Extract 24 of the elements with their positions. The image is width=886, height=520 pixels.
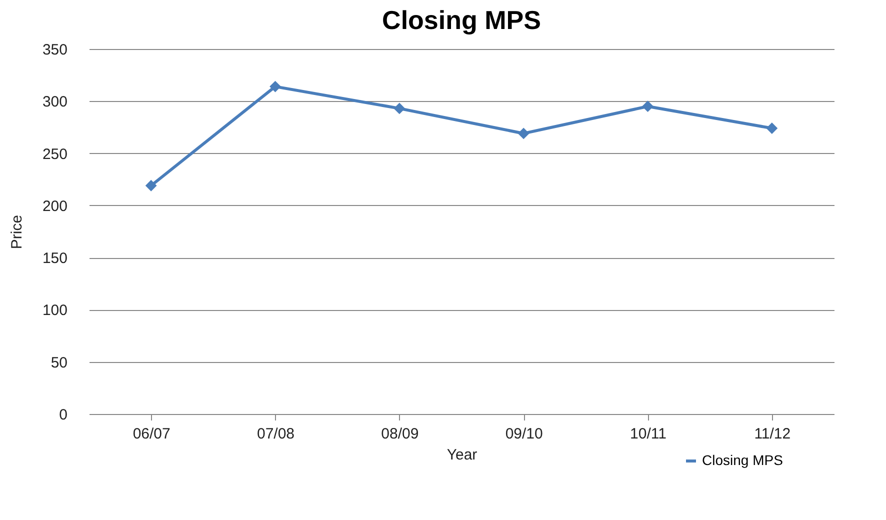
point — [270, 80, 281, 92]
point — [642, 100, 654, 112]
point — [518, 128, 530, 140]
x-tick-label: 08/09 — [381, 426, 419, 442]
y-tick-label: 250 — [42, 146, 68, 163]
x-tick-label: 11/12 — [754, 426, 791, 442]
x-tick-label: 09/10 — [505, 426, 543, 442]
x-tick-label: 10/11 — [630, 426, 666, 442]
point — [394, 102, 406, 114]
y-tick-label: 0 — [59, 406, 68, 424]
x-axis-title: Year — [446, 446, 478, 464]
chart-title: Closing MPS — [382, 5, 541, 35]
y-tick-label: 100 — [42, 302, 68, 320]
legend-label: Closing MPS — [702, 452, 783, 468]
y-tick-label: 50 — [50, 354, 68, 372]
y-tick-label: 350 — [42, 42, 68, 58]
y-tick-label: 300 — [42, 94, 68, 111]
y-tick-label: 150 — [42, 250, 68, 268]
y-axis-title: Price — [8, 214, 26, 250]
x-tick-label: 06/07 — [132, 426, 170, 442]
x-tick-label: 07/08 — [256, 426, 295, 442]
point — [145, 180, 157, 192]
y-tick-label: 200 — [42, 198, 68, 215]
point — [766, 122, 778, 134]
